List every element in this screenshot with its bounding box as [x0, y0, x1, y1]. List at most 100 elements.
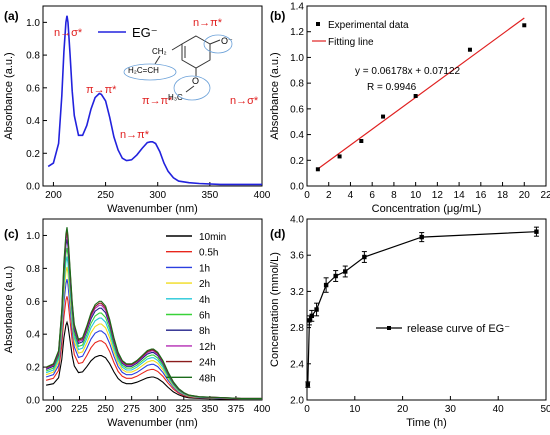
y-tick-label: 3.6: [290, 251, 304, 262]
transition-annotation: n→σ*: [54, 27, 83, 39]
x-tick-label: 0: [304, 404, 310, 415]
x-tick-label: 22: [540, 190, 550, 201]
plot-frame: [306, 218, 547, 401]
series-line: [45, 247, 262, 400]
legend-label: 48h: [199, 373, 216, 384]
legend-label: 24h: [199, 358, 216, 369]
series-line: [45, 266, 262, 400]
release-curve: [307, 231, 537, 385]
x-tick-label: 375: [228, 404, 245, 415]
y-tick-label: 1.0: [290, 53, 304, 64]
x-tick-label: 18: [497, 190, 509, 201]
data-point: [314, 307, 319, 312]
ch2-label: CH₂: [152, 47, 167, 56]
y-axis-label: Concentration (mmol/L): [269, 252, 281, 367]
x-axis-label: Wavenumber (nm): [107, 417, 198, 429]
y-tick-label: 0.0: [26, 396, 40, 407]
y-tick-label: 0.6: [26, 83, 40, 94]
x-tick-label: 20: [397, 404, 409, 415]
legend-label: 2h: [199, 279, 210, 290]
x-tick-label: 200: [45, 404, 62, 415]
x-axis-label: Concentration (μg/mL): [372, 203, 482, 215]
panel-label: (d): [270, 227, 285, 241]
x-tick-label: 300: [149, 190, 166, 201]
x-tick-label: 325: [175, 404, 192, 415]
legend-label: 8h: [199, 326, 210, 337]
y-tick-label: 0.6: [26, 297, 40, 308]
x-tick-label: 50: [540, 404, 550, 415]
legend-marker: [316, 22, 320, 26]
oxygen-label: O: [192, 76, 199, 86]
series-line: [45, 234, 262, 399]
transition-annotation: n→π*: [193, 17, 223, 29]
panel-label: (a): [4, 9, 19, 23]
methyl-label: H₃C: [168, 93, 183, 102]
y-tick-label: 0.8: [26, 264, 40, 275]
experimental-point: [315, 167, 320, 172]
data-point: [309, 313, 314, 319]
y-tick-label: 4.0: [290, 215, 304, 226]
x-tick-label: 30: [445, 404, 457, 415]
experimental-point: [413, 94, 418, 98]
y-tick-label: 3.2: [290, 287, 304, 298]
vinyl-label: H₂C=CH: [128, 66, 159, 75]
group-ellipse-phenolate: [203, 34, 233, 54]
y-tick-label: 2.8: [290, 323, 304, 334]
plot-frame: [42, 218, 263, 401]
experimental-point: [337, 154, 342, 159]
y-axis-label: Absorbance (a.u.): [3, 52, 15, 139]
experimental-point: [381, 114, 386, 119]
x-tick-label: 250: [97, 404, 114, 415]
bond-methyl: [185, 85, 195, 93]
legend-label: 0.5h: [199, 248, 218, 259]
y-axis-label: Absorbance (a.u.): [269, 52, 281, 139]
data-point: [305, 382, 311, 387]
y-tick-label: 1.4: [290, 2, 304, 13]
legend-label: Experimental data: [328, 20, 409, 31]
transition-annotation: n→σ*: [230, 95, 259, 107]
fitting-line: [317, 17, 525, 170]
series-line: [45, 296, 262, 400]
legend-label: 4h: [199, 295, 210, 306]
y-tick-label: 0.4: [290, 130, 304, 141]
x-tick-label: 40: [493, 404, 505, 415]
y-tick-label: 0.4: [26, 330, 40, 341]
legend-label: 6h: [199, 311, 210, 322]
y-tick-label: 0.2: [290, 156, 304, 167]
x-axis-label: Wavenumber (nm): [107, 203, 198, 215]
x-tick-label: 16: [475, 190, 487, 201]
panel-d: 0 10 20 30 40 50 2.0 2.4 2.8 3.2 3.6 4.0 Time (h) Con…: [269, 215, 550, 430]
x-tick-label: 350: [202, 404, 219, 415]
y-tick-label: 0.2: [26, 149, 40, 160]
x-tick-label: 14: [454, 190, 466, 201]
y-tick-label: 2.4: [290, 359, 304, 370]
series-line: [45, 320, 262, 400]
data-point: [323, 282, 329, 288]
data-point: [362, 254, 367, 260]
legend-label: 12h: [199, 342, 216, 353]
fit-equation: y = 0.06178x + 0.07122: [355, 66, 461, 77]
x-tick-label: 250: [97, 190, 114, 201]
bond-ch2: [171, 43, 183, 51]
x-tick-label: 10: [349, 404, 361, 415]
series-line-eg: [47, 15, 262, 186]
data-point: [534, 229, 539, 234]
panel-label: (c): [4, 227, 19, 241]
panel-a: 200 250 300 350 400 0.0 0.2 0.4 0.6 0.8 1.0 Wavenum…: [3, 5, 271, 215]
data-point: [307, 318, 312, 323]
x-tick-label: 300: [149, 404, 166, 415]
benzene-ring: [181, 35, 211, 69]
y-tick-label: 2.0: [290, 396, 304, 407]
legend-marker: [387, 326, 391, 330]
y-tick-label: 0.6: [290, 104, 304, 115]
plot-frame: [306, 5, 547, 187]
y-axis-label: Absorbance (a.u.): [3, 266, 15, 353]
x-tick-label: 2: [326, 190, 332, 201]
series-line: [45, 227, 262, 399]
legend-label: Fitting line: [328, 37, 374, 48]
legend-label: EG⁻: [132, 25, 158, 40]
y-tick-label: 0.0: [26, 182, 40, 193]
x-tick-label: 200: [45, 190, 62, 201]
x-tick-label: 6: [369, 190, 375, 201]
